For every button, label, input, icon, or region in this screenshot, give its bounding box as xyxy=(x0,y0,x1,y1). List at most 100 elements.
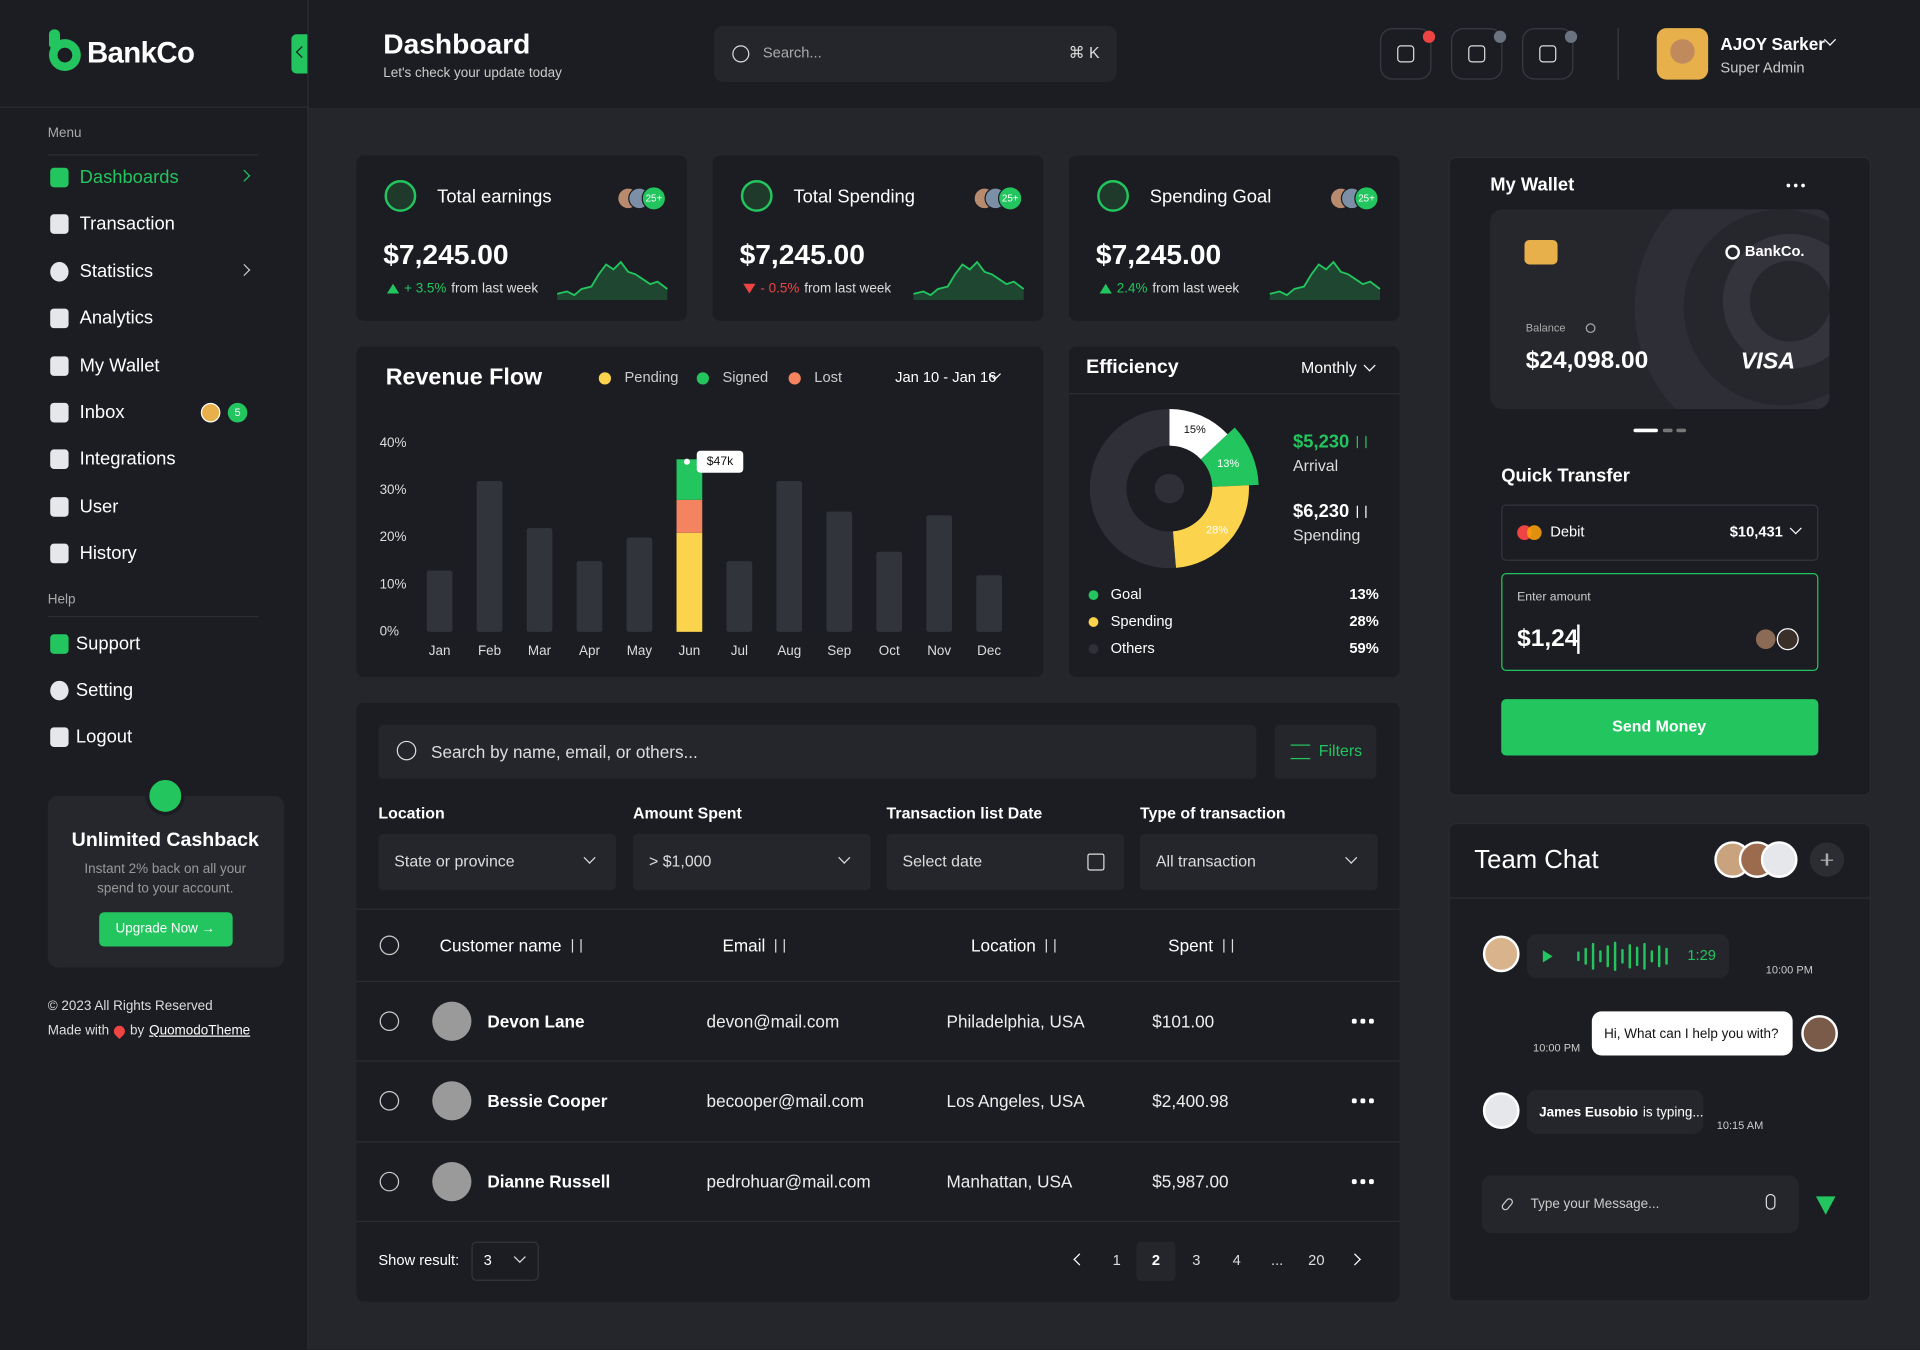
page-size[interactable]: 3 xyxy=(483,1251,492,1269)
menu-chevron xyxy=(237,263,250,277)
collapse-button[interactable] xyxy=(291,34,308,74)
send-money-label[interactable]: Send Money xyxy=(1612,716,1707,736)
date-range[interactable]: Jan 10 - Jan 16 xyxy=(895,368,997,386)
table-search-placeholder[interactable]: Search by name, email, or others... xyxy=(431,741,698,762)
wave-bar xyxy=(1621,948,1624,964)
page-number[interactable]: 3 xyxy=(1192,1251,1201,1269)
icon-button[interactable] xyxy=(1522,28,1574,80)
input-caret xyxy=(1577,624,1579,654)
page-number[interactable]: 20 xyxy=(1308,1251,1325,1269)
menu-item[interactable]: Transaction xyxy=(79,213,175,235)
amount-input[interactable] xyxy=(1501,573,1819,672)
y-tick-label: 30% xyxy=(380,482,407,497)
efficiency-period[interactable]: Monthly xyxy=(1300,358,1357,377)
icon-button[interactable] xyxy=(1451,28,1503,80)
row-menu-dot xyxy=(1352,1179,1357,1184)
wave-bar xyxy=(1606,945,1609,968)
cell: $5,987.00 xyxy=(1152,1171,1229,1192)
balance: $24,098.00 xyxy=(1525,347,1649,375)
donut-label: 15% xyxy=(1184,424,1206,436)
mic-icon xyxy=(1765,1193,1776,1210)
page-size-select[interactable] xyxy=(471,1241,539,1281)
arrival-amount: $5,230 xyxy=(1293,431,1350,453)
stat-card xyxy=(1068,155,1400,321)
sort-icon[interactable] xyxy=(1045,938,1056,953)
sort-icon[interactable] xyxy=(1222,938,1233,953)
search-placeholder[interactable]: Search... xyxy=(762,44,822,62)
menu-item[interactable]: Dashboards xyxy=(79,166,179,188)
promo-button-label[interactable]: Upgrade Now → xyxy=(115,921,216,937)
stat-card xyxy=(356,155,687,321)
icon-button[interactable] xyxy=(1380,28,1432,80)
message-bubble xyxy=(1591,1011,1793,1056)
balance-label: Balance xyxy=(1525,321,1566,335)
menu-item[interactable]: Integrations xyxy=(79,448,176,470)
menu-item[interactable]: Analytics xyxy=(79,307,154,329)
menu-item[interactable]: History xyxy=(79,542,137,564)
menu-icon xyxy=(50,543,69,564)
send-money-button[interactable] xyxy=(1501,699,1819,756)
bar xyxy=(476,480,503,632)
y-tick-label: 40% xyxy=(380,435,407,450)
amount-label: Enter amount xyxy=(1517,590,1591,604)
message-input[interactable] xyxy=(1481,1175,1799,1234)
stat-badge-label: 25+ xyxy=(645,192,663,204)
bar xyxy=(826,511,853,632)
filter-label: Location xyxy=(378,803,445,823)
legend-value: 28% xyxy=(1349,612,1379,630)
promo-title: Unlimited Cashback xyxy=(71,829,259,851)
filter-value[interactable]: All transaction xyxy=(1155,851,1256,871)
page-number[interactable]: 1 xyxy=(1112,1251,1121,1269)
filter-label: Type of transaction xyxy=(1140,803,1286,823)
filter-value[interactable]: State or province xyxy=(394,851,515,871)
filter-select[interactable] xyxy=(378,833,616,891)
legend-value: 59% xyxy=(1349,639,1379,657)
filter-select[interactable] xyxy=(1140,833,1378,891)
card-page xyxy=(1662,428,1673,433)
heart-icon xyxy=(111,1023,128,1039)
help-item[interactable]: Setting xyxy=(75,680,134,701)
page-number[interactable]: ... xyxy=(1271,1251,1284,1269)
column-header: Location xyxy=(971,935,1056,955)
arrival-arrows xyxy=(1356,435,1367,449)
filters-label[interactable]: Filters xyxy=(1318,741,1363,760)
page-number[interactable]: 2 xyxy=(1151,1251,1161,1269)
help-item[interactable]: Support xyxy=(75,633,141,655)
menu-item[interactable]: User xyxy=(79,496,119,518)
user-face xyxy=(1670,39,1695,64)
message-time: 10:00 PM xyxy=(1765,963,1813,976)
annotation: $47k xyxy=(707,454,734,468)
menu-item[interactable]: My Wallet xyxy=(79,355,160,377)
page-number[interactable]: 4 xyxy=(1232,1251,1241,1269)
menu-item[interactable]: Statistics xyxy=(79,261,154,283)
help-item[interactable]: Logout xyxy=(75,726,133,748)
amount-value: $1,24 xyxy=(1517,625,1579,653)
send-icon[interactable] xyxy=(1815,1196,1836,1215)
filter-value[interactable]: Select date xyxy=(902,851,983,871)
search-box[interactable] xyxy=(713,25,1117,83)
filter-select[interactable] xyxy=(633,833,871,891)
cell: Bessie Cooper xyxy=(487,1090,608,1111)
row-menu-dot xyxy=(1369,1019,1374,1024)
filter-value[interactable]: > $1,000 xyxy=(648,851,712,871)
icon-glyph xyxy=(1468,45,1486,63)
stat-change: - 0.5% from last week xyxy=(743,281,891,296)
help-icon xyxy=(50,680,69,701)
message-placeholder[interactable]: Type your Message... xyxy=(1530,1197,1660,1212)
menu-icon xyxy=(50,308,69,329)
page-subtitle: Let's check your update today xyxy=(383,65,562,81)
filters-button[interactable] xyxy=(1274,724,1377,779)
donut-label: 13% xyxy=(1217,458,1239,470)
stat-title: Total Spending xyxy=(793,186,916,208)
sort-icon[interactable] xyxy=(775,938,785,953)
filter-select[interactable] xyxy=(886,833,1125,891)
filters-icon xyxy=(1290,744,1311,760)
account-select[interactable] xyxy=(1501,504,1819,561)
message-time: 10:15 AM xyxy=(1716,1118,1764,1132)
sort-icon[interactable] xyxy=(571,938,582,953)
table-search[interactable] xyxy=(378,724,1257,779)
promo-button[interactable] xyxy=(99,912,233,947)
row-menu-dot xyxy=(1352,1019,1357,1024)
menu-item[interactable]: Inbox xyxy=(79,402,125,423)
menu-icon xyxy=(50,214,69,234)
